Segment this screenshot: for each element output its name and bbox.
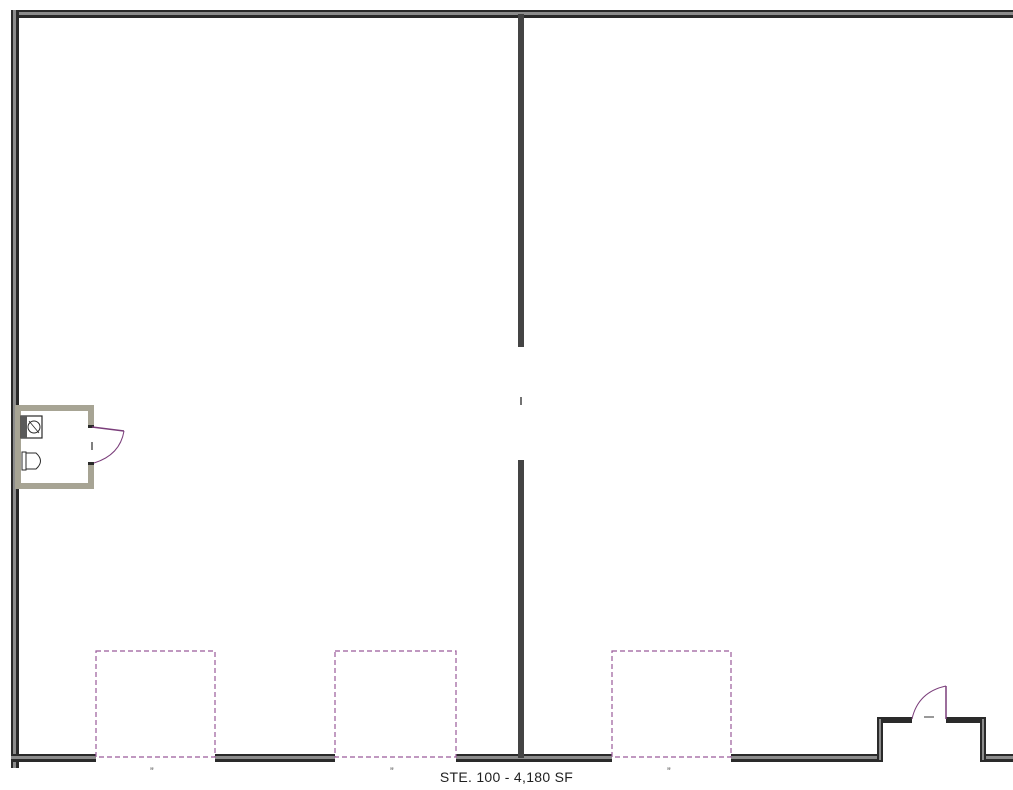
toilet-icon xyxy=(21,451,41,471)
overhead-door-2 xyxy=(334,650,457,758)
exterior-wall-bottom xyxy=(11,754,1013,762)
entry-door xyxy=(911,685,947,720)
restroom xyxy=(15,405,125,489)
exterior-wall-top xyxy=(11,10,1013,18)
demising-wall xyxy=(518,14,524,758)
door-tag-2: ” xyxy=(390,766,394,778)
overhead-door-3 xyxy=(611,650,732,758)
exterior-wall-left xyxy=(11,10,19,768)
sink-icon xyxy=(20,415,43,439)
entry-vestibule xyxy=(877,717,986,762)
door-tag-3: ” xyxy=(667,766,671,778)
suite-label: STE. 100 - 4,180 SF xyxy=(439,769,574,785)
door-tag-1: ” xyxy=(150,766,154,778)
overhead-door-1 xyxy=(95,650,216,758)
